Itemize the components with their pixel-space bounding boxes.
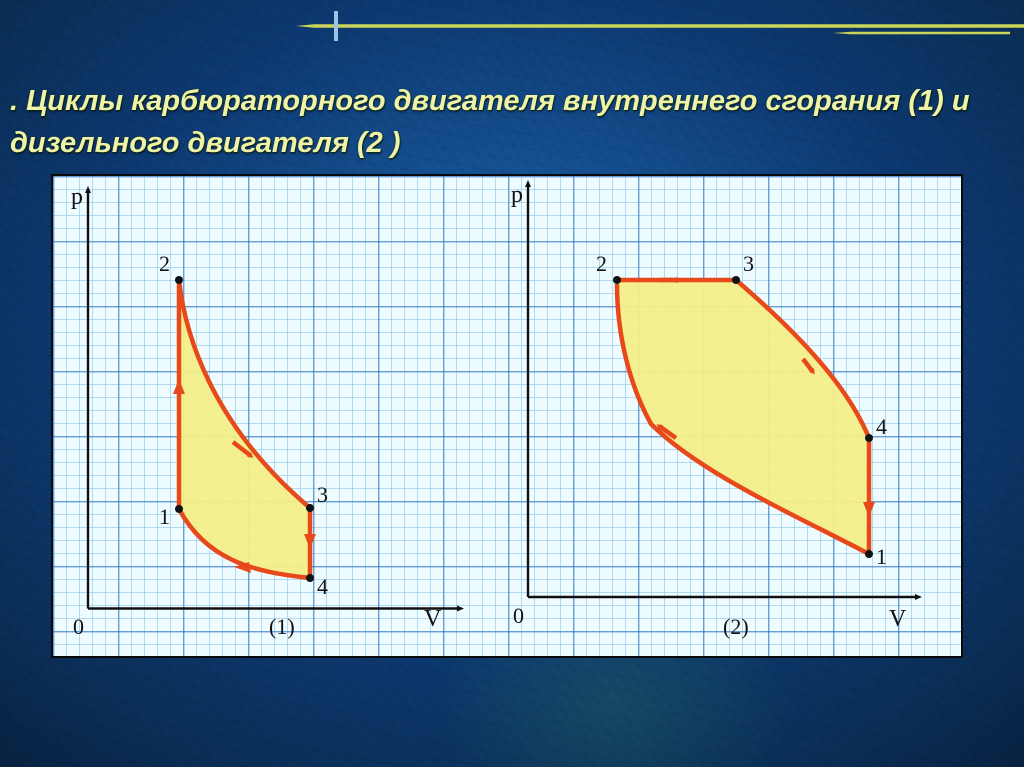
svg-text:0: 0 xyxy=(513,603,524,628)
svg-text:3: 3 xyxy=(317,482,328,507)
svg-text:V: V xyxy=(424,606,442,632)
svg-text:2: 2 xyxy=(159,251,170,276)
svg-text:(2): (2) xyxy=(723,614,749,639)
svg-text:V: V xyxy=(889,606,907,632)
svg-text:0: 0 xyxy=(73,614,84,639)
svg-text:p: p xyxy=(71,184,83,210)
svg-text:3: 3 xyxy=(743,251,754,276)
svg-text:1: 1 xyxy=(159,504,170,529)
svg-text:p: p xyxy=(511,182,523,208)
svg-text:4: 4 xyxy=(317,574,328,599)
svg-text:(1): (1) xyxy=(269,614,295,639)
svg-text:2: 2 xyxy=(596,251,607,276)
svg-text:4: 4 xyxy=(876,414,887,439)
svg-text:1: 1 xyxy=(876,544,887,569)
